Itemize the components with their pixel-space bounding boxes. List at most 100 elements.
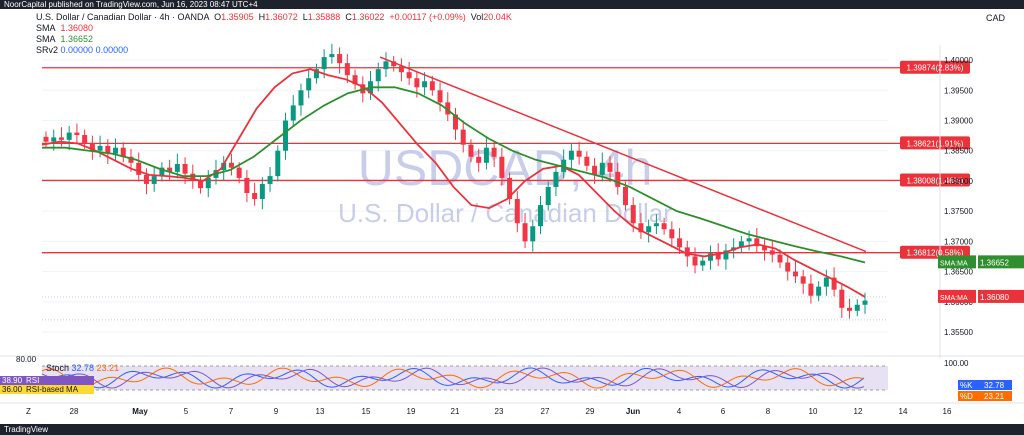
osc-upper-left: 80.00 [16, 355, 37, 364]
sr-label: 1.36812(0.58%) [907, 249, 964, 258]
candle-body [136, 162, 142, 175]
d-tag-value: 23.21 [984, 392, 1005, 401]
legend-symbol-row: U.S. Dollar / Canadian Dollar · 4h · OAN… [36, 12, 512, 23]
legend-srv2[interactable]: SRv2 0.00000 0.00000 [36, 45, 512, 56]
currency-label: CAD [986, 13, 1006, 23]
time-tick: 12 [854, 407, 863, 416]
candle-body [429, 81, 435, 91]
candle-body [198, 180, 204, 189]
time-tick: 21 [451, 407, 460, 416]
stoch-label: Stoch [46, 363, 70, 373]
moving-averages [41, 68, 866, 298]
sr-label: 1.39874(2.83%) [907, 64, 964, 73]
time-tick: 6 [721, 407, 726, 416]
candle-body [592, 165, 598, 175]
candle-body [808, 283, 814, 296]
candle-body [622, 186, 628, 206]
candle-body [460, 129, 466, 145]
candle-body [151, 176, 157, 184]
candle-body [275, 150, 281, 177]
d-tag-bg [958, 391, 1012, 401]
candle-body [854, 304, 860, 311]
candle-body [476, 156, 482, 163]
high-value: 1.36072 [265, 12, 298, 22]
candle-body [769, 250, 775, 255]
price-tick: 1.35500 [944, 328, 973, 337]
symbol-line: U.S. Dollar / Canadian Dollar · 4h · OAN… [36, 12, 210, 22]
candle-body [453, 114, 458, 130]
ma-tag-bg [938, 289, 976, 303]
rsi-tags: 38.90 RSI 36.00 RSI-based MA [0, 376, 94, 394]
candle-body [391, 61, 397, 67]
candle-body [128, 156, 134, 163]
rsi-based-tag: RSI-based MA [26, 385, 79, 394]
candle-body [58, 137, 64, 140]
stoch-k-line [41, 367, 865, 389]
candle-body [692, 256, 698, 266]
publish-bar: NoorCapital published on TradingView.com… [0, 0, 1024, 9]
candle-body [182, 164, 188, 174]
candle-body [746, 238, 752, 242]
close-label: C [345, 12, 352, 22]
sma-fast-line [41, 68, 866, 298]
stoch-k-value: 32.78 [71, 363, 95, 373]
price-tick: 1.39500 [944, 86, 973, 95]
sma2-label: SMA [36, 34, 56, 44]
ma-value-bg [978, 289, 1024, 303]
candle-body [174, 164, 180, 172]
candle-body [507, 177, 513, 200]
candle-body [522, 223, 528, 242]
legend-sma2[interactable]: SMA 1.36652 [36, 34, 512, 45]
candle-body [414, 78, 420, 88]
candle-body [545, 186, 551, 206]
price-chart[interactable]: USDCAD, 4hU.S. Dollar / Canadian Dollar … [0, 0, 1024, 424]
candle-body [283, 120, 289, 151]
candle-body [847, 307, 853, 311]
tradingview-logo: TradingView [4, 425, 49, 434]
candle-body [831, 277, 837, 290]
candle-body [669, 229, 675, 239]
srv2-b: 0.00000 [95, 45, 129, 55]
candle-body [530, 226, 536, 242]
candle-body [653, 223, 659, 227]
candle-body [584, 156, 590, 166]
candle-body [646, 226, 652, 233]
candle-body [661, 223, 667, 230]
candle-body [599, 162, 605, 175]
candle-body [66, 132, 72, 140]
price-tick: 1.38000 [944, 177, 973, 186]
low-value: 1.35888 [307, 12, 341, 22]
sr-label-bg [900, 173, 970, 187]
price-tick: 1.39000 [944, 117, 973, 126]
ma-tag-label: SMA:MA [940, 260, 968, 267]
candle-body [74, 132, 80, 136]
candle-body [615, 171, 621, 187]
candle-body [568, 150, 574, 160]
candle-body [437, 90, 443, 103]
candle-body [499, 156, 505, 178]
d-tag-label: %D [960, 392, 973, 401]
time-tick: May [132, 407, 148, 416]
time-tick: 9 [274, 407, 279, 416]
stoch-legend[interactable]: Stoch 32.78 23.21 [46, 363, 119, 373]
candle-body [792, 271, 798, 277]
candle-body [777, 254, 783, 263]
time-tick: 29 [586, 407, 595, 416]
bottom-bar: TradingView [0, 424, 1024, 435]
candle-body [375, 69, 381, 82]
rsi-based-value: 36.00 [2, 385, 23, 394]
chart-grid [42, 59, 888, 333]
candle-body [700, 260, 706, 266]
candle-body [816, 286, 822, 296]
candle-body [715, 253, 721, 260]
candle-body [383, 61, 389, 70]
srv2-a: 0.00000 [60, 45, 94, 55]
sma1-value: 1.36080 [60, 23, 94, 33]
candle-body [762, 246, 768, 251]
time-tick: 15 [362, 407, 371, 416]
open-value: 1.35905 [221, 12, 254, 22]
vol-value: 20.04K [483, 12, 512, 22]
candle-body [298, 90, 304, 106]
legend-sma1[interactable]: SMA 1.36080 [36, 23, 512, 34]
candle-body [82, 135, 88, 144]
